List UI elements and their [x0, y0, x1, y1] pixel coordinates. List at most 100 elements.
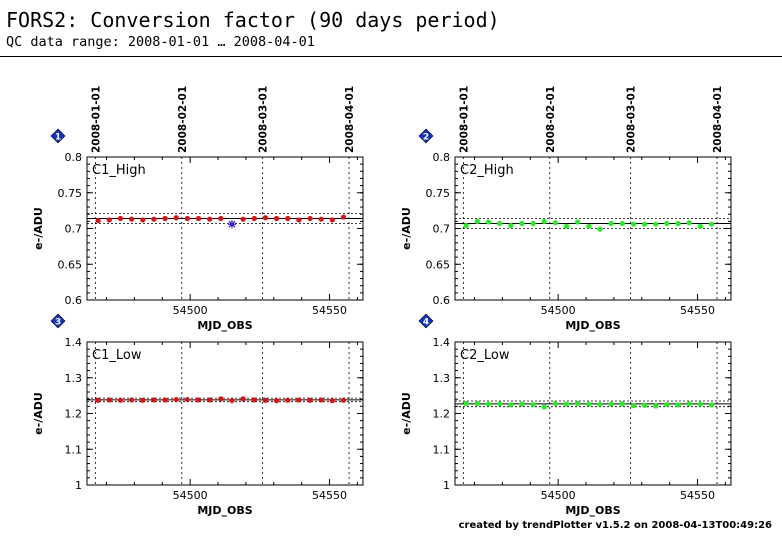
x-tick-label: 54500	[541, 304, 576, 317]
badge-diamond	[418, 313, 434, 329]
date-label: 2008-03-01	[626, 86, 638, 153]
data-point	[173, 215, 179, 221]
data-point	[151, 397, 157, 403]
data-point	[262, 397, 269, 403]
y-axis-label: e-/ADU	[400, 207, 413, 250]
panel-label: C1_Low	[92, 348, 142, 363]
y-tick-label: 1.3	[65, 372, 83, 385]
x-tick-label: 54550	[312, 304, 347, 317]
date-label: 2008-03-01	[258, 86, 270, 153]
data-point	[173, 396, 179, 403]
data-point	[140, 397, 146, 403]
y-tick-label: 0.7	[65, 223, 83, 236]
data-point	[218, 396, 224, 402]
page-subtitle: QC data range: 2008-01-01 … 2008-04-01	[6, 34, 315, 50]
data-point	[563, 401, 570, 407]
x-tick-label: 54550	[312, 489, 347, 502]
y-tick-label: 0.6	[433, 294, 451, 307]
x-tick-label: 54500	[173, 489, 208, 502]
data-point	[129, 216, 135, 222]
y-tick-label: 0.8	[433, 151, 451, 164]
data-point	[641, 402, 648, 408]
data-point	[619, 220, 625, 227]
date-label: 2008-01-01	[458, 86, 470, 153]
plot-frame	[86, 341, 364, 486]
data-point	[575, 400, 581, 407]
data-point	[240, 396, 246, 402]
y-tick-label: 1.4	[65, 336, 83, 349]
data-point	[184, 215, 190, 222]
data-point	[552, 400, 558, 407]
y-tick-label: 0.75	[58, 187, 83, 200]
data-point	[597, 401, 603, 408]
data-point	[117, 215, 124, 222]
data-point	[162, 215, 168, 222]
x-axis-label: MJD_OBS	[197, 504, 252, 517]
plot-frame	[454, 341, 732, 486]
data-point	[675, 220, 681, 227]
data-point	[262, 215, 269, 221]
badge-diamond	[50, 313, 66, 329]
y-tick-label: 0.6	[65, 294, 83, 307]
y-tick-label: 0.7	[433, 223, 451, 236]
data-point	[675, 402, 681, 408]
data-point	[563, 223, 570, 229]
badge-number: 1	[55, 133, 61, 143]
panel-badge-icon: 3	[50, 313, 66, 329]
y-tick-label: 1.2	[65, 408, 83, 421]
data-point	[307, 215, 313, 222]
panel-badge-icon: 4	[418, 313, 434, 329]
badge-number: 4	[423, 318, 429, 328]
y-axis-label: e-/ADU	[32, 392, 45, 435]
y-axis-label: e-/ADU	[400, 392, 413, 435]
plot-frame	[86, 156, 364, 301]
y-tick-label: 1.1	[65, 443, 83, 456]
data-point	[508, 402, 514, 408]
panel-label: C2_Low	[460, 348, 510, 363]
credit-line: created by trendPlotter v1.5.2 on 2008-0…	[458, 520, 772, 531]
panel-badge-icon: 2	[418, 128, 434, 144]
data-point	[340, 214, 347, 220]
data-point	[485, 219, 492, 225]
data-point	[541, 404, 547, 410]
data-point	[552, 220, 558, 226]
data-point	[463, 400, 469, 407]
y-tick-label: 1.3	[433, 372, 451, 385]
data-point	[117, 397, 124, 403]
y-tick-label: 0.8	[65, 151, 83, 164]
y-tick-label: 1.4	[433, 336, 451, 349]
data-point	[497, 220, 503, 227]
data-point	[708, 402, 715, 408]
badge-diamond	[418, 128, 434, 144]
data-point	[140, 217, 146, 223]
data-point	[273, 215, 280, 222]
data-point	[129, 397, 135, 403]
data-point	[608, 220, 614, 227]
data-point	[318, 397, 324, 403]
data-point	[664, 401, 670, 408]
data-point	[474, 218, 480, 224]
data-point	[106, 397, 112, 403]
data-point	[285, 215, 291, 222]
data-point	[519, 220, 525, 227]
x-axis-label: MJD_OBS	[565, 504, 620, 517]
date-label: 2008-01-01	[90, 86, 102, 153]
data-point	[251, 215, 257, 222]
data-point	[686, 401, 692, 407]
data-point	[575, 219, 581, 225]
data-point	[307, 397, 313, 403]
data-point	[229, 398, 235, 404]
data-point	[474, 400, 480, 407]
data-point	[630, 403, 637, 409]
y-tick-label: 0.65	[426, 258, 451, 271]
y-tick-label: 1	[75, 479, 82, 492]
data-point	[162, 397, 168, 403]
data-point	[597, 226, 603, 232]
data-point	[485, 401, 492, 407]
x-axis-label: MJD_OBS	[565, 319, 620, 332]
badge-number: 2	[423, 133, 429, 143]
x-tick-label: 54500	[173, 304, 208, 317]
panel-c1-high: 0.6 0.65 0.7 0.75 0.8 54500 54550 MJD_OBS e-/ADU…	[32, 86, 364, 332]
badge-number: 3	[55, 318, 61, 328]
data-point	[641, 221, 648, 227]
